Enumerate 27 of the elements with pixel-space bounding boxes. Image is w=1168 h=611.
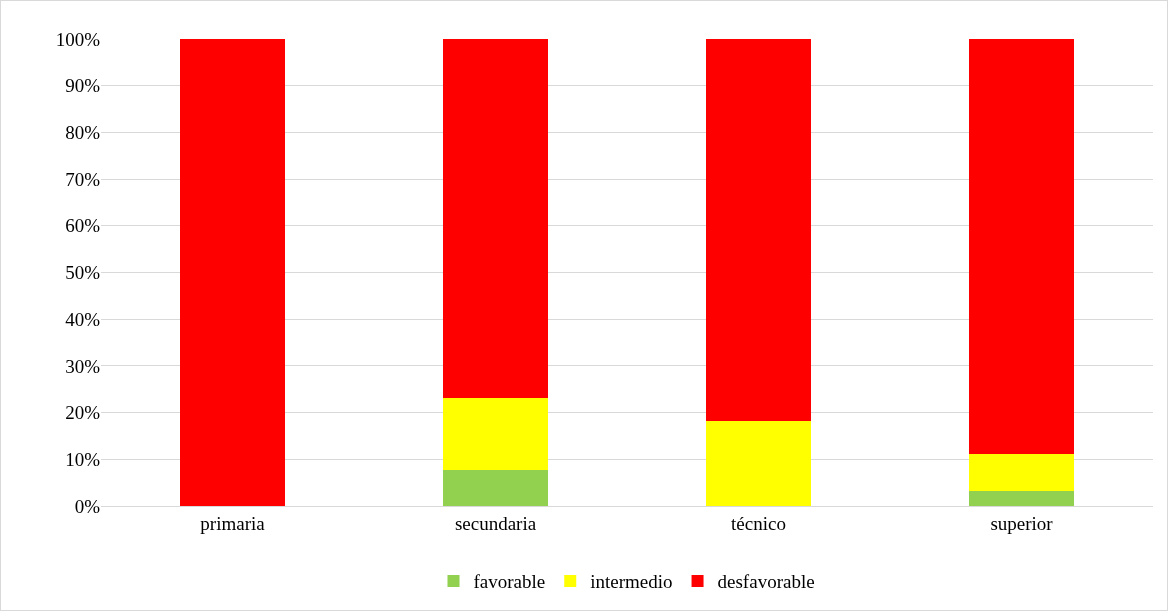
bar [442,39,549,399]
x-tick-label: primaria [200,512,266,534]
y-tick-label: 70% [65,168,101,190]
bar [442,470,549,506]
legend-label: favorable [473,571,546,593]
y-tick-label: 80% [65,122,101,144]
legend-label: intermedio [590,571,673,593]
bar [968,39,1075,455]
y-tick-label: 10% [65,448,101,470]
bar [705,39,812,422]
bar [705,421,812,506]
y-tick-label: 100% [55,28,101,50]
y-tick-label: 0% [74,495,101,517]
x-tick-label: secundaria [454,512,537,534]
x-tick-label: superior [990,512,1054,534]
x-tick-label: técnico [731,512,786,534]
y-tick-label: 60% [65,215,101,237]
y-tick-label: 20% [65,402,101,424]
y-tick-label: 50% [65,262,101,284]
legend-label: desfavorable [717,571,815,593]
y-tick-label: 90% [65,75,101,97]
y-tick-label: 30% [65,355,101,377]
y-tick-label: 40% [65,308,101,330]
bar [968,490,1075,506]
bar [179,39,286,506]
bar [968,454,1075,491]
bar [442,398,549,471]
